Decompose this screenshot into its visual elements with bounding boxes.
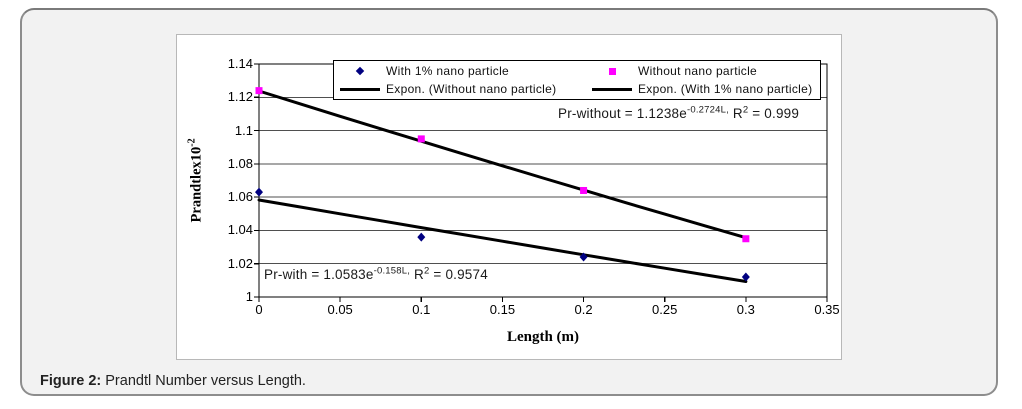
- legend-entry: Without nano particle: [586, 64, 820, 78]
- trendline: [257, 89, 748, 240]
- y-axis-title-text: Prandtlex10-2: [186, 138, 205, 223]
- data-point-marker: [579, 252, 588, 262]
- data-point-marker: [255, 87, 263, 95]
- data-point-marker: [417, 135, 425, 143]
- prandtl-vs-length-chart: Prandtlex10-2 Pr-without = 1.1238e-0.272…: [176, 34, 842, 360]
- trendline: [257, 198, 748, 283]
- legend: With 1% nano particle Without nano partic…: [333, 60, 821, 100]
- x-tick-label: 0.3: [736, 302, 755, 317]
- legend-entry: With 1% nano particle: [334, 64, 586, 78]
- x-tick-label: 0.1: [412, 302, 431, 317]
- figure-caption-text: Prandtl Number versus Length.: [101, 373, 306, 389]
- figure-caption-label: Figure 2:: [40, 373, 102, 389]
- square-legend-marker-icon: [586, 67, 638, 75]
- legend-label: Without nano particle: [638, 64, 758, 78]
- data-point-marker: [255, 187, 263, 197]
- data-point-marker: [742, 235, 750, 243]
- x-tick-label: 0.05: [327, 302, 353, 317]
- y-axis-title: Prandtlex10-2: [179, 64, 213, 297]
- data-point-marker: [580, 186, 588, 194]
- legend-entry: Expon. (With 1% nano particle): [586, 82, 820, 96]
- x-tick-label: 0.2: [574, 302, 593, 317]
- diamond-legend-marker-icon: [334, 66, 386, 76]
- x-tick-label: 0.15: [489, 302, 516, 317]
- figure-card: Prandtlex10-2 Pr-without = 1.1238e-0.272…: [20, 8, 998, 396]
- legend-entry: Expon. (Without nano particle): [334, 82, 586, 96]
- annotation-pr-with: Pr-with = 1.0583e-0.158L, R2 = 0.9574: [264, 265, 488, 282]
- data-point-marker: [417, 232, 426, 242]
- y-axis-exponent: -2: [186, 138, 198, 147]
- data-point-marker: [741, 272, 750, 282]
- figure-caption: Figure 2: Prandtl Number versus Length.: [40, 373, 306, 389]
- x-tick-label: 0: [255, 302, 263, 317]
- legend-label: Expon. (Without nano particle): [386, 82, 557, 96]
- line-legend-marker-icon: [586, 87, 638, 91]
- legend-label: With 1% nano particle: [386, 64, 510, 78]
- line-legend-marker-icon: [334, 87, 386, 91]
- x-tick-label: 0.25: [652, 302, 678, 317]
- x-tick-label: 0.35: [814, 302, 840, 317]
- annotation-pr-without: Pr-without = 1.1238e-0.2724L, R2 = 0.999: [558, 104, 800, 121]
- legend-label: Expon. (With 1% nano particle): [638, 82, 813, 96]
- x-axis-title: Length (m): [506, 329, 580, 345]
